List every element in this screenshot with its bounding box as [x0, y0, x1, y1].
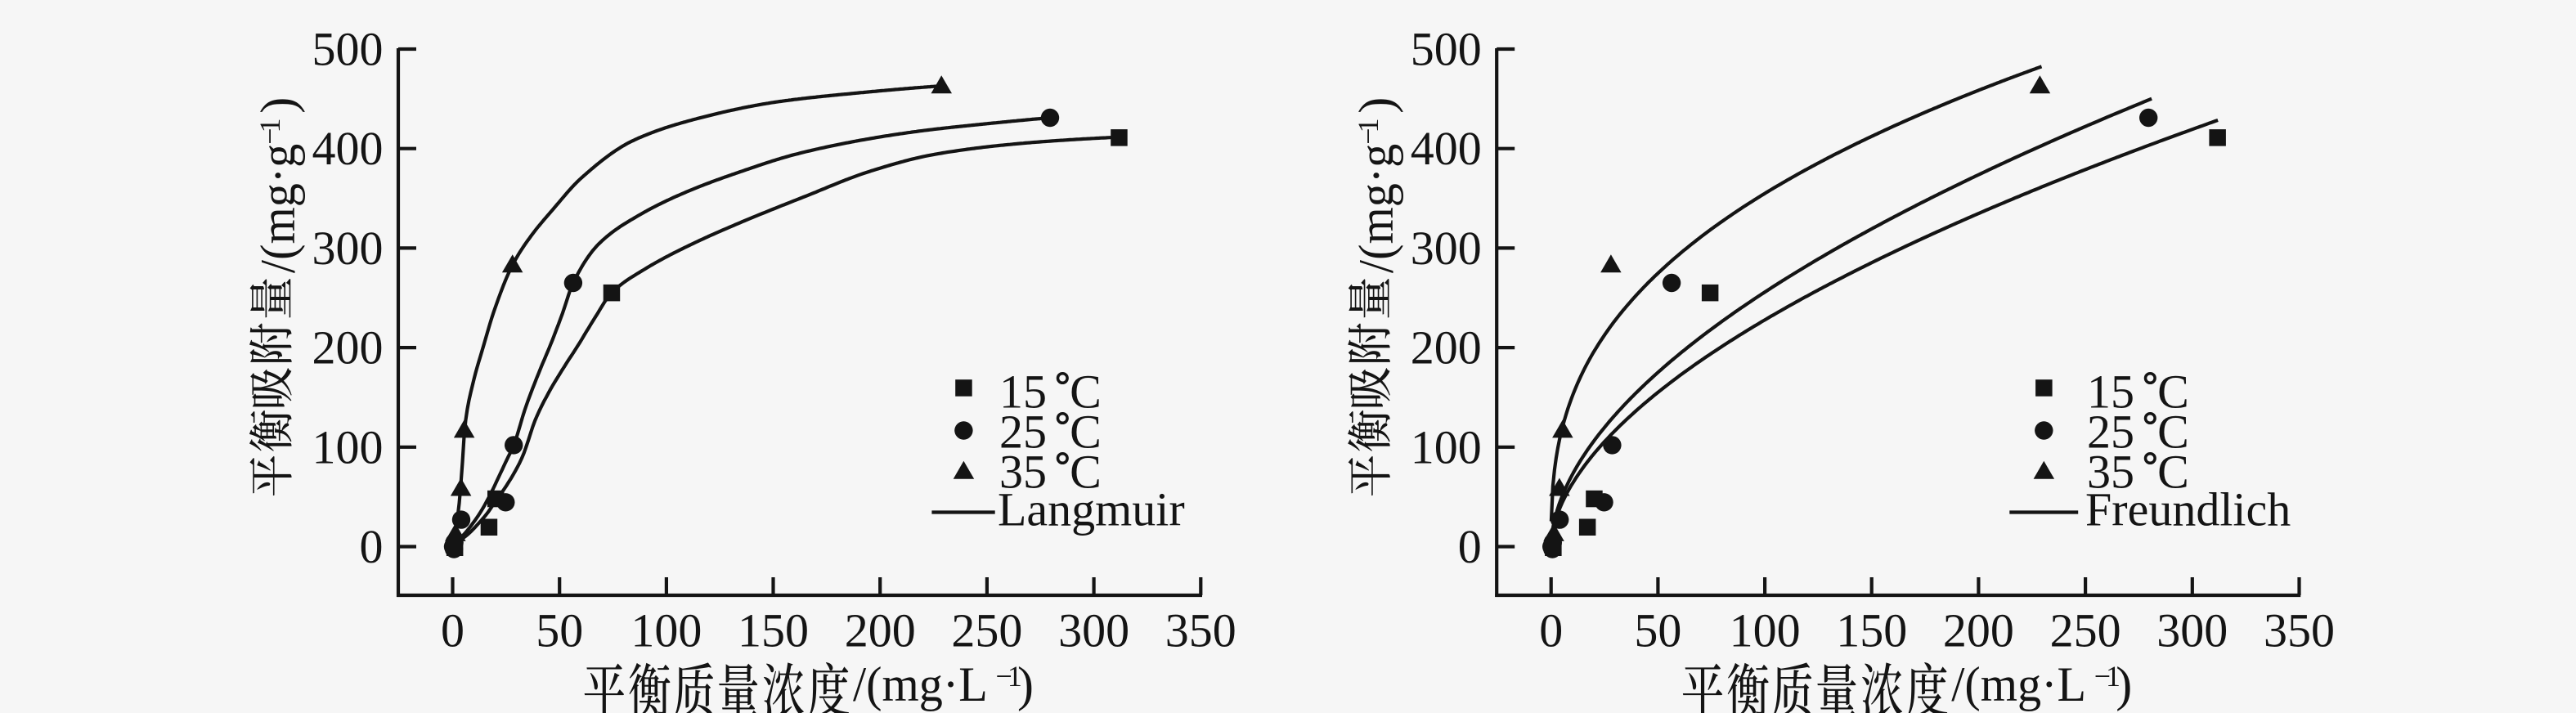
- svg-text:50: 50: [536, 604, 583, 657]
- svg-text:C: C: [2157, 406, 2189, 459]
- svg-text:0: 0: [1539, 604, 1563, 657]
- svg-text:35: 35: [2087, 446, 2134, 499]
- svg-text:/(mg·g: /(mg·g: [250, 144, 305, 273]
- svg-text:C: C: [2157, 365, 2189, 419]
- svg-text:C: C: [2157, 446, 2189, 499]
- svg-text:350: 350: [1165, 604, 1236, 657]
- svg-text:100: 100: [1730, 604, 1801, 657]
- svg-text:): ): [251, 97, 305, 114]
- svg-text:−1: −1: [996, 660, 1022, 693]
- svg-text:): ): [1017, 657, 1034, 711]
- svg-text:150: 150: [738, 604, 809, 657]
- svg-text:25: 25: [2087, 406, 2134, 459]
- svg-text:C: C: [1070, 365, 1102, 419]
- svg-text:400: 400: [312, 122, 384, 175]
- svg-text:300: 300: [312, 222, 384, 275]
- svg-text:0: 0: [441, 604, 464, 657]
- svg-text:−1: −1: [254, 118, 286, 144]
- svg-text:35: 35: [999, 446, 1047, 499]
- svg-text:200: 200: [312, 321, 384, 374]
- svg-text:Freundlich: Freundlich: [2085, 483, 2291, 536]
- svg-text:150: 150: [1836, 604, 1907, 657]
- svg-text:300: 300: [1058, 604, 1129, 657]
- svg-text:15: 15: [2087, 365, 2134, 419]
- svg-text:): ): [2116, 657, 2132, 711]
- svg-text:100: 100: [631, 604, 702, 657]
- svg-text:0: 0: [1458, 520, 1482, 573]
- svg-text:50: 50: [1634, 604, 1681, 657]
- svg-text:250: 250: [2050, 604, 2121, 657]
- svg-text:C: C: [1070, 446, 1102, 499]
- svg-text:500: 500: [1411, 23, 1482, 76]
- svg-text:0: 0: [360, 520, 384, 573]
- svg-text:200: 200: [845, 604, 916, 657]
- svg-text:300: 300: [1411, 222, 1482, 275]
- svg-text:/(mg·g: /(mg·g: [1349, 144, 1403, 273]
- svg-text:350: 350: [2264, 604, 2335, 657]
- svg-text:200: 200: [1943, 604, 2014, 657]
- svg-text:−1: −1: [1352, 118, 1384, 144]
- svg-text:300: 300: [2156, 604, 2228, 657]
- svg-text:400: 400: [1411, 122, 1482, 175]
- svg-text:Langmuir: Langmuir: [998, 483, 1185, 536]
- svg-text:/(mg·L: /(mg·L: [1951, 657, 2086, 711]
- svg-text:/(mg·L: /(mg·L: [853, 657, 988, 711]
- svg-text:200: 200: [1411, 321, 1482, 374]
- svg-text:15: 15: [999, 365, 1047, 419]
- svg-text:500: 500: [312, 23, 384, 76]
- svg-text:25: 25: [999, 406, 1047, 459]
- svg-text:): ): [1349, 97, 1403, 114]
- svg-text:−1: −1: [2094, 660, 2120, 693]
- svg-text:100: 100: [312, 420, 384, 473]
- svg-text:C: C: [1070, 406, 1102, 459]
- svg-text:100: 100: [1411, 420, 1482, 473]
- svg-text:250: 250: [951, 604, 1022, 657]
